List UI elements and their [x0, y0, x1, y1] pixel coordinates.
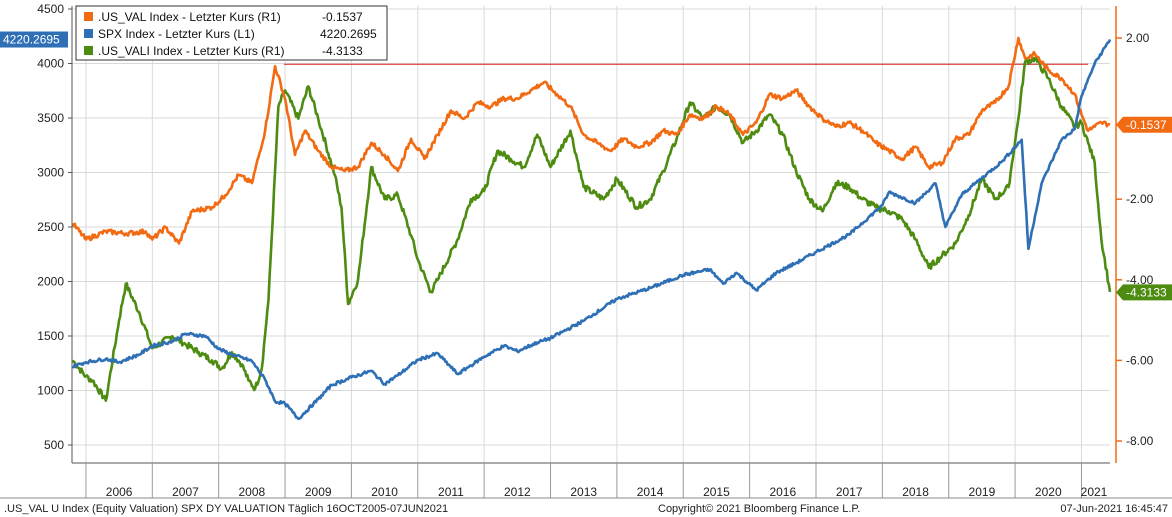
- flag-spx: 4220.2695: [0, 31, 68, 48]
- x-tick-label: 2019: [969, 485, 996, 499]
- legend-value-spx: 4220.2695: [320, 27, 377, 41]
- x-tick-label: 2021: [1081, 485, 1108, 499]
- footer-right: 07-Jun-2021 16:45:47: [1060, 503, 1168, 515]
- x-tick-label: 2012: [504, 485, 531, 499]
- footer-center: Copyright© 2021 Bloomberg Finance L.P.: [658, 503, 860, 515]
- series-us-val: [71, 36, 1111, 245]
- right-tick-label: -8.00: [1126, 434, 1154, 448]
- legend-swatch-spx: [84, 29, 93, 38]
- x-tick-label: 2006: [106, 485, 133, 499]
- right-tick-label: 2.00: [1126, 31, 1150, 45]
- value-flags: 4220.2695 -0.1537 -4.3133: [0, 31, 1172, 301]
- grid: [72, 6, 1110, 463]
- series-us-vali: [71, 56, 1112, 403]
- x-axis: 2006 2007 2008 2009 2010 2011 2012 2013 2014 2015…: [72, 462, 1110, 499]
- x-tick-label: 2020: [1035, 485, 1062, 499]
- left-tick-label: 1000: [37, 384, 64, 398]
- left-tick-label: 2500: [37, 220, 64, 234]
- series-group: [71, 36, 1112, 421]
- x-tick-label: 2018: [902, 485, 929, 499]
- x-tick-label: 2011: [438, 485, 464, 499]
- x-tick-label: 2013: [570, 485, 597, 499]
- legend: .US_VAL Index - Letzter Kurs (R1) -0.153…: [75, 5, 388, 61]
- left-axis: 500 1000 1500 2000 2500 3000 3500 4000 4500: [37, 2, 73, 463]
- left-tick-label: 3000: [37, 166, 64, 180]
- left-tick-label: 3500: [37, 111, 64, 125]
- right-tick-label: -4.00: [1126, 273, 1154, 287]
- legend-label-us-val: .US_VAL Index - Letzter Kurs (R1): [98, 10, 281, 24]
- x-tick-label: 2015: [703, 485, 730, 499]
- legend-box: [75, 5, 388, 61]
- flag-us-vali: -4.3133: [1116, 284, 1172, 301]
- left-tick-label: 2000: [37, 275, 64, 289]
- right-axis: 2.00 -2.00 -4.00 -6.00 -8.00: [1115, 6, 1154, 463]
- right-tick-label: -2.00: [1126, 192, 1154, 206]
- x-tick-label: 2009: [305, 485, 332, 499]
- footer: .US_VAL U Index (Equity Valuation) SPX D…: [0, 497, 1172, 515]
- left-tick-label: 1500: [37, 329, 64, 343]
- left-tick-label: 4000: [37, 57, 64, 71]
- left-tick-label: 500: [44, 438, 64, 452]
- left-tick-label: 4500: [37, 2, 64, 16]
- legend-swatch-us-vali: [84, 46, 93, 55]
- legend-label-us-vali: .US_VALI Index - Letzter Kurs (R1): [98, 44, 285, 58]
- x-tick-label: 2010: [371, 485, 398, 499]
- series-spx: [72, 38, 1112, 421]
- legend-label-spx: SPX Index - Letzter Kurs (L1): [98, 27, 255, 41]
- x-tick-label: 2007: [172, 485, 199, 499]
- x-tick-label: 2014: [637, 485, 664, 499]
- x-tick-label: 2016: [769, 485, 796, 499]
- x-tick-label: 2008: [239, 485, 266, 499]
- flag-us-vali-label: -4.3133: [1126, 285, 1167, 299]
- legend-value-us-vali: -4.3133: [322, 44, 363, 58]
- x-tick-label: 2017: [836, 485, 863, 499]
- flag-us-val-label: -0.1537: [1126, 118, 1167, 132]
- legend-value-us-val: -0.1537: [322, 10, 363, 24]
- flag-spx-label: 4220.2695: [3, 33, 60, 47]
- right-tick-label: -6.00: [1126, 353, 1154, 367]
- legend-swatch-us-val: [84, 12, 93, 21]
- footer-left: .US_VAL U Index (Equity Valuation) SPX D…: [4, 503, 448, 515]
- flag-us-val: -0.1537: [1116, 116, 1172, 133]
